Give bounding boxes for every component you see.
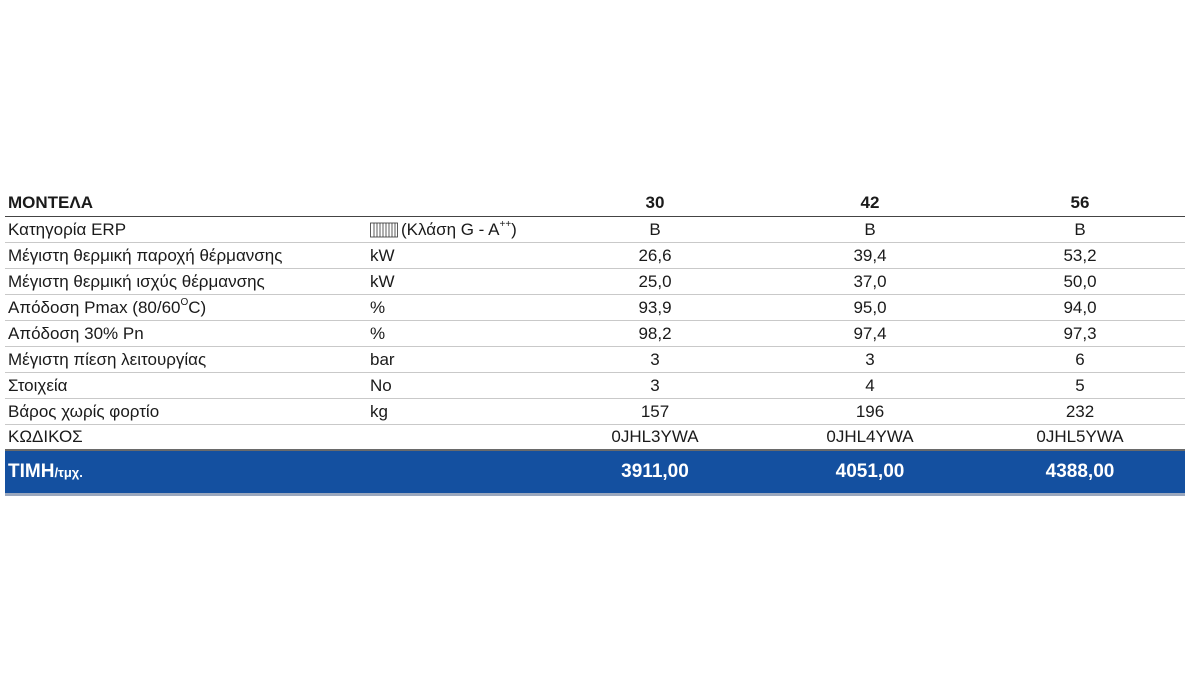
model-42-header: 42 [860, 193, 880, 212]
row-unit: kg [370, 401, 388, 421]
price-label-suffix: /τμχ. [54, 465, 83, 480]
value-cell: 94,0 [1063, 297, 1097, 317]
erp-class-suffix: ) [511, 219, 517, 239]
value-cell: 3 [650, 349, 660, 369]
row-label: Στοιχεία [8, 375, 68, 395]
value-cell: 196 [855, 401, 885, 421]
row-label: Απόδοση Pmax (80/60OC) [5, 296, 367, 318]
value-cell: 157 [640, 401, 670, 421]
row-unit: kW [370, 245, 395, 265]
row-unit: (Κλάση G - A++) [367, 218, 545, 240]
value-cell: B [864, 219, 876, 239]
value-cell: B [649, 219, 661, 239]
product-code: 0JHL3YWA [611, 427, 699, 446]
value-cell: 93,9 [638, 297, 672, 317]
value-cell: 3 [865, 349, 875, 369]
value-cell: 50,0 [1063, 271, 1097, 291]
row-unit: kW [370, 271, 395, 291]
value-cell: 4 [865, 375, 875, 395]
value-cell: B [1074, 219, 1086, 239]
row-unit: % [370, 297, 386, 317]
value-cell: 6 [1075, 349, 1085, 369]
value-cell: 5 [1075, 375, 1085, 395]
row-unit: bar [370, 349, 395, 369]
row-unit: % [370, 323, 386, 343]
model-30-header: 30 [645, 193, 665, 212]
value-cell: 95,0 [853, 297, 887, 317]
row-label: Μέγιστη θερμική παροχή θέρμανσης [8, 245, 283, 265]
row-label: Μέγιστη θερμική ισχύς θέρμανσης [8, 271, 265, 291]
table-row: Μέγιστη θερμική ισχύς θέρμανσης kW 25,0 … [5, 269, 1185, 295]
row-label: Βάρος χωρίς φορτίο [8, 401, 160, 421]
row-label-suffix: C) [188, 297, 207, 317]
product-code: 0JHL4YWA [826, 427, 914, 446]
row-label-prefix: Απόδοση Pmax (80/60 [8, 297, 181, 317]
row-unit: No [370, 375, 392, 395]
value-cell: 98,2 [638, 323, 672, 343]
value-cell: 37,0 [853, 271, 887, 291]
table-row: Μέγιστη θερμική παροχή θέρμανσης kW 26,6… [5, 243, 1185, 269]
value-cell: 97,4 [853, 323, 887, 343]
row-label: Κατηγορία ERP [8, 219, 127, 239]
row-label-sup: O [180, 296, 189, 308]
row-label: ΚΩΔΙΚΟΣ [8, 427, 83, 446]
value-cell: 53,2 [1063, 245, 1097, 265]
value-cell: 39,4 [853, 245, 887, 265]
table-row: Βάρος χωρίς φορτίο kg 157 196 232 [5, 399, 1185, 425]
row-label: Μέγιστη πίεση λειτουργίας [8, 349, 207, 369]
header-label: ΜΟΝΤΕΛΑ [8, 193, 93, 212]
model-56-header: 56 [1070, 193, 1090, 212]
price-value: 4388,00 [1045, 461, 1115, 482]
erp-class-sup: ++ [499, 218, 512, 230]
value-cell: 25,0 [638, 271, 672, 291]
code-row: ΚΩΔΙΚΟΣ 0JHL3YWA 0JHL4YWA 0JHL5YWA [5, 425, 1185, 451]
header-row: ΜΟΝΤΕΛΑ 30 42 56 [5, 190, 1185, 217]
table-row: Απόδοση 30% Pn % 98,2 97,4 97,3 [5, 321, 1185, 347]
value-cell: 26,6 [638, 245, 672, 265]
price-label-text: ΤΙΜΗ [8, 461, 55, 482]
erp-class-text: (Κλάση G - A++) [401, 218, 517, 240]
table-row: Μέγιστη πίεση λειτουργίας bar 3 3 6 [5, 347, 1185, 373]
product-code: 0JHL5YWA [1036, 427, 1124, 446]
erp-class-prefix: (Κλάση G - A [401, 219, 500, 239]
erp-row: Κατηγορία ERP (Κλάση G - A++) B B B [5, 217, 1185, 243]
price-label: ΤΙΜΗ/τμχ. [5, 461, 367, 483]
price-value: 4051,00 [835, 461, 905, 482]
table-row: Στοιχεία No 3 4 5 [5, 373, 1185, 399]
row-label: Απόδοση 30% Pn [8, 323, 144, 343]
value-cell: 3 [650, 375, 660, 395]
table-row: Απόδοση Pmax (80/60OC) % 93,9 95,0 94,0 [5, 295, 1185, 321]
price-value: 3911,00 [621, 461, 689, 482]
value-cell: 232 [1065, 401, 1095, 421]
price-row: ΤΙΜΗ/τμχ. 3911,00 4051,00 4388,00 [5, 451, 1185, 496]
spec-table: ΜΟΝΤΕΛΑ 30 42 56 Κατηγορία ERP (Κλάση G … [5, 190, 1185, 496]
radiator-icon [370, 222, 398, 237]
value-cell: 97,3 [1063, 323, 1097, 343]
